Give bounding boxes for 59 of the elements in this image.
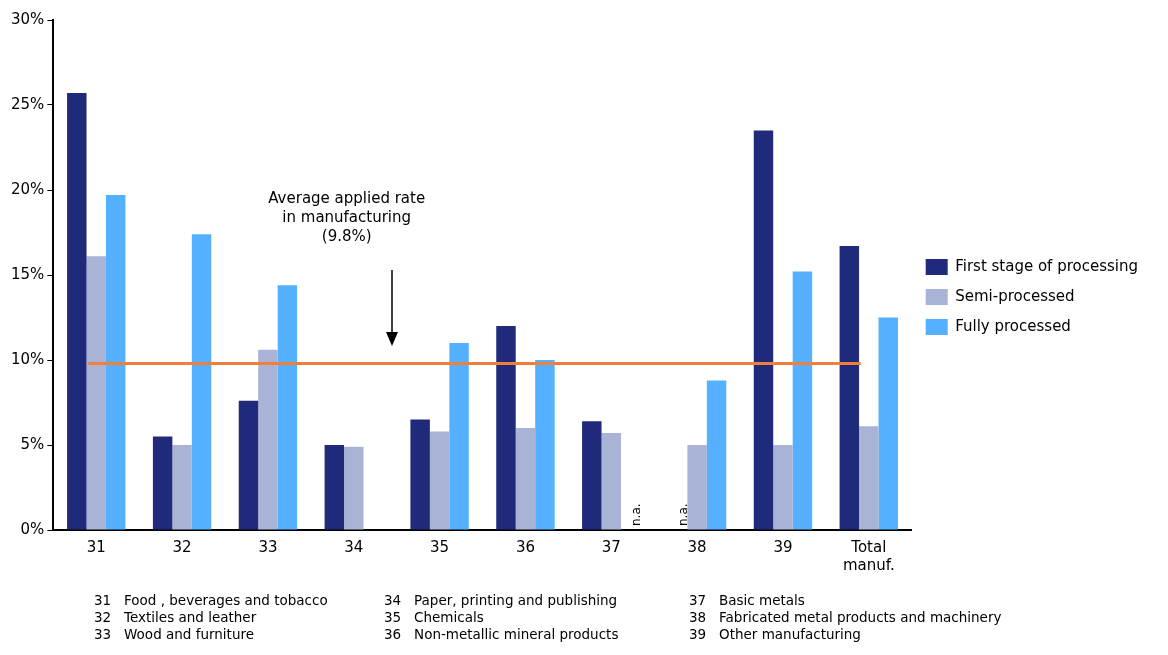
y-tick-label: 10% (11, 349, 45, 368)
x-tick-label: 35 (430, 537, 450, 556)
text: 34 Paper, printing and publishing (384, 592, 619, 609)
text: 32 Textiles and leather (94, 609, 258, 626)
text: 38 Fabricated metal products and machinery (689, 609, 1003, 626)
x-tick-label: 32 (172, 537, 192, 556)
bar (277, 285, 298, 530)
x-tick-label: 37 (601, 537, 621, 556)
text: 35 Chemicals (384, 609, 485, 626)
bar (535, 360, 555, 530)
annotation: n.a. (675, 503, 690, 526)
text: 36 Non-metallic mineral products (384, 626, 620, 643)
bar (238, 400, 259, 530)
bar (515, 428, 536, 530)
y-tick-label: 25% (11, 94, 45, 113)
y-tick-label: 20% (11, 179, 45, 198)
text: 37 Basic metals (689, 592, 806, 609)
y-tick-label: 30% (11, 9, 45, 28)
bar (839, 246, 860, 530)
bar (773, 445, 793, 530)
bar (753, 130, 774, 530)
text: 31 Food , beverages and tobacco (94, 592, 329, 609)
bar (86, 256, 106, 530)
bar (324, 445, 345, 530)
bar (258, 349, 278, 530)
bar (792, 271, 813, 530)
x-tick-label: 36 (515, 537, 535, 556)
x-tick-label: 39 (773, 537, 793, 556)
bar (152, 436, 173, 530)
x-tick-label: 31 (86, 537, 106, 556)
bar (449, 343, 469, 530)
bar (191, 234, 212, 530)
text: 39 Other manufacturing (689, 626, 862, 643)
annotation: n.a. (628, 503, 643, 526)
bar (429, 431, 450, 530)
x-tick-label: Total manuf. (842, 537, 895, 574)
y-tick-label: 0% (20, 519, 45, 538)
x-tick-label: 33 (258, 537, 278, 556)
x-tick-label: 34 (344, 537, 364, 556)
bar (67, 93, 87, 530)
bar (582, 421, 602, 530)
legend-label: First stage of processing (955, 256, 1139, 275)
bar (344, 446, 364, 530)
y-tick-label: 5% (20, 434, 45, 453)
bar (706, 380, 727, 530)
bar (859, 426, 879, 530)
bar (172, 445, 192, 530)
x-tick-label: 38 (687, 537, 707, 556)
bar (410, 419, 430, 530)
text: 33 Wood and furniture (94, 626, 256, 643)
bar (105, 195, 126, 530)
bar (878, 317, 898, 530)
legend-label: Semi-processed (955, 286, 1075, 305)
annotation: Average applied rate in manufacturing (9.8%) (268, 189, 426, 246)
bar (496, 326, 516, 530)
bar (687, 445, 707, 530)
y-tick-label: 15% (11, 264, 45, 283)
bar (601, 433, 621, 530)
legend-label: Fully processed (955, 316, 1071, 335)
